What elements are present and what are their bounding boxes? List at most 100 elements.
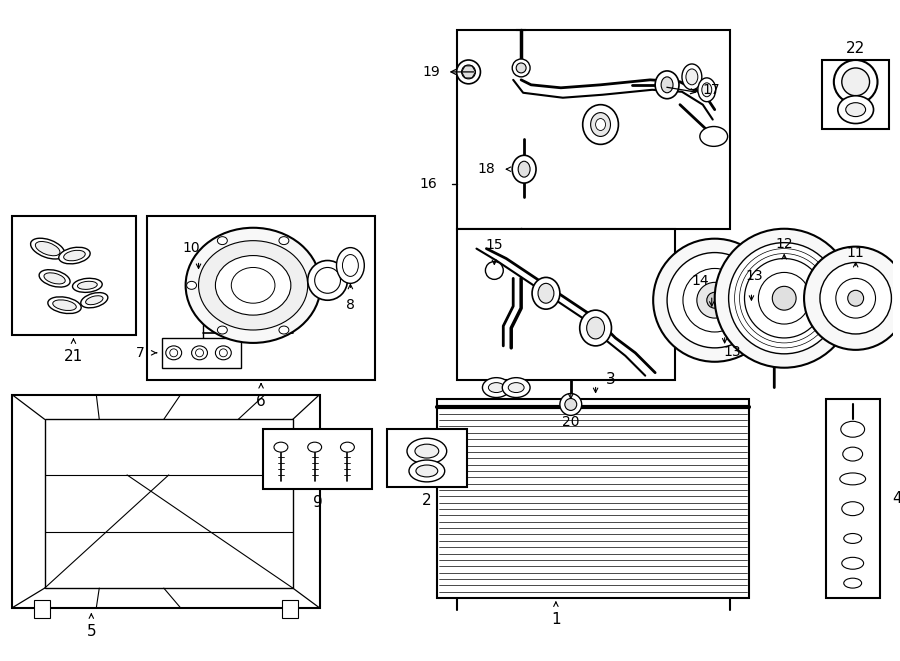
Ellipse shape	[653, 239, 777, 362]
Ellipse shape	[512, 155, 536, 183]
Ellipse shape	[274, 442, 288, 452]
Ellipse shape	[596, 118, 606, 130]
Text: 1: 1	[551, 612, 561, 627]
Ellipse shape	[840, 473, 866, 485]
Bar	[263, 429, 373, 489]
Text: 4: 4	[893, 491, 900, 506]
Ellipse shape	[532, 278, 560, 309]
Ellipse shape	[582, 104, 618, 144]
Ellipse shape	[186, 282, 196, 290]
Ellipse shape	[841, 421, 865, 437]
Ellipse shape	[844, 533, 861, 543]
Text: 6: 6	[256, 394, 266, 409]
Bar	[456, 229, 675, 379]
Ellipse shape	[86, 295, 103, 305]
Text: 22: 22	[846, 40, 865, 56]
Ellipse shape	[844, 578, 861, 588]
Text: 17: 17	[703, 83, 721, 97]
Ellipse shape	[836, 278, 876, 318]
Ellipse shape	[700, 126, 727, 146]
Ellipse shape	[185, 228, 320, 343]
Bar	[387, 429, 466, 487]
Ellipse shape	[39, 270, 70, 287]
Text: 11: 11	[847, 246, 865, 260]
Ellipse shape	[409, 460, 445, 482]
Text: 13: 13	[745, 270, 763, 284]
Ellipse shape	[565, 399, 577, 410]
Ellipse shape	[35, 241, 60, 256]
Ellipse shape	[560, 393, 581, 415]
Ellipse shape	[804, 247, 900, 350]
Ellipse shape	[518, 161, 530, 177]
Bar	[822, 60, 889, 130]
Ellipse shape	[759, 272, 810, 324]
Ellipse shape	[833, 60, 878, 104]
Ellipse shape	[842, 502, 864, 516]
Ellipse shape	[308, 260, 347, 300]
Text: 21: 21	[64, 349, 83, 364]
Ellipse shape	[772, 286, 796, 310]
Ellipse shape	[706, 292, 723, 308]
Ellipse shape	[713, 304, 726, 322]
Ellipse shape	[315, 268, 340, 293]
Bar	[45, 419, 292, 588]
Ellipse shape	[744, 258, 824, 338]
Text: 12: 12	[776, 237, 793, 251]
Ellipse shape	[729, 243, 840, 354]
Ellipse shape	[58, 247, 90, 264]
Ellipse shape	[462, 65, 475, 79]
Ellipse shape	[587, 317, 605, 339]
Ellipse shape	[715, 229, 854, 368]
Text: 15: 15	[485, 238, 503, 252]
Ellipse shape	[77, 282, 97, 290]
Ellipse shape	[538, 284, 554, 303]
Ellipse shape	[838, 96, 874, 124]
Ellipse shape	[655, 71, 679, 98]
Ellipse shape	[508, 383, 524, 393]
Text: 2: 2	[422, 493, 432, 508]
Text: 9: 9	[313, 495, 322, 510]
Ellipse shape	[502, 377, 530, 397]
Bar	[12, 395, 319, 608]
Bar	[147, 216, 375, 379]
Ellipse shape	[195, 349, 203, 357]
Text: 18: 18	[478, 162, 495, 176]
Text: 14: 14	[691, 274, 708, 288]
Ellipse shape	[415, 444, 439, 458]
Ellipse shape	[590, 112, 610, 136]
Ellipse shape	[485, 262, 503, 280]
Ellipse shape	[48, 297, 81, 313]
Ellipse shape	[683, 268, 746, 332]
Ellipse shape	[842, 557, 864, 569]
Ellipse shape	[407, 438, 446, 464]
Ellipse shape	[340, 442, 355, 452]
Text: 16: 16	[419, 177, 436, 191]
Ellipse shape	[489, 383, 504, 393]
Ellipse shape	[848, 290, 864, 306]
Ellipse shape	[218, 237, 228, 245]
Ellipse shape	[846, 102, 866, 116]
Bar	[12, 216, 136, 335]
Ellipse shape	[279, 326, 289, 334]
Ellipse shape	[81, 293, 108, 308]
Ellipse shape	[279, 237, 289, 245]
Ellipse shape	[215, 346, 231, 360]
Ellipse shape	[662, 77, 673, 93]
Ellipse shape	[166, 346, 182, 360]
Ellipse shape	[215, 256, 291, 315]
Ellipse shape	[73, 278, 103, 292]
Ellipse shape	[44, 273, 65, 284]
Ellipse shape	[337, 248, 365, 284]
Ellipse shape	[682, 64, 702, 90]
Ellipse shape	[698, 78, 716, 102]
Bar	[456, 30, 730, 229]
Text: 5: 5	[86, 624, 96, 639]
Ellipse shape	[686, 69, 698, 85]
Ellipse shape	[64, 251, 86, 261]
Text: 10: 10	[183, 241, 201, 254]
Ellipse shape	[482, 377, 510, 397]
Ellipse shape	[343, 254, 358, 276]
Ellipse shape	[580, 310, 611, 346]
Ellipse shape	[697, 282, 733, 318]
Ellipse shape	[820, 262, 891, 334]
